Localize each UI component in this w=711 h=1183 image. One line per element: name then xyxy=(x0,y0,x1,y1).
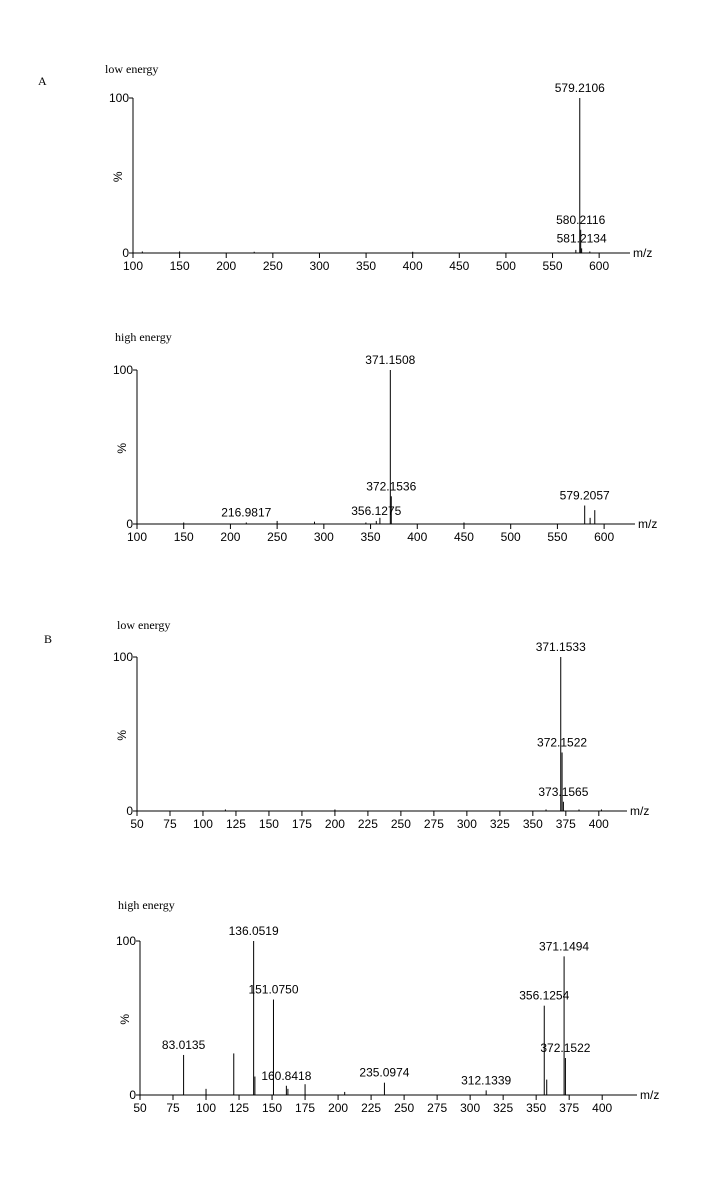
x-tick-label: 100 xyxy=(193,817,213,831)
x-tick-label: 250 xyxy=(263,259,283,273)
x-tick-label: 75 xyxy=(166,1101,180,1115)
y-tick-label: 100 xyxy=(113,650,133,664)
peak-label: 371.1494 xyxy=(539,939,589,953)
x-tick-label: 250 xyxy=(391,817,411,831)
peak-label: 580.2116 xyxy=(556,213,605,227)
y-tick-label: 0 xyxy=(126,804,133,818)
peak-label: 151.0750 xyxy=(248,983,298,997)
peak-label: 579.2106 xyxy=(555,81,605,95)
chart-title: low energy xyxy=(105,62,158,76)
peak-label: 372.1522 xyxy=(537,735,587,749)
x-tick-label: 100 xyxy=(123,259,143,273)
panel-letter: B xyxy=(44,632,52,646)
y-tick-label: 0 xyxy=(126,517,133,531)
x-tick-label: 125 xyxy=(226,817,246,831)
x-tick-label: 175 xyxy=(295,1101,315,1115)
chart-title: low energy xyxy=(117,618,170,632)
x-tick-label: 50 xyxy=(133,1101,147,1115)
x-axis-label: m/z xyxy=(638,517,657,531)
x-tick-label: 250 xyxy=(267,530,287,544)
x-tick-label: 250 xyxy=(394,1101,414,1115)
x-axis-label: m/z xyxy=(630,804,649,818)
peak-label: 579.2057 xyxy=(560,489,610,503)
x-tick-label: 150 xyxy=(259,817,279,831)
y-axis-label: % xyxy=(118,1014,132,1025)
peak-label: 312.1339 xyxy=(461,1073,511,1087)
panel-letter: A xyxy=(38,74,47,88)
peak-label: 235.0974 xyxy=(359,1066,409,1080)
peak-label: 136.0519 xyxy=(229,924,279,938)
x-tick-label: 350 xyxy=(523,817,543,831)
x-tick-label: 100 xyxy=(127,530,147,544)
x-tick-label: 375 xyxy=(556,817,576,831)
x-tick-label: 50 xyxy=(130,817,144,831)
peak-label: 83.0135 xyxy=(162,1038,206,1052)
chart-title: high energy xyxy=(118,898,175,912)
x-tick-label: 200 xyxy=(328,1101,348,1115)
x-axis-label: m/z xyxy=(633,246,652,260)
x-tick-label: 400 xyxy=(403,259,423,273)
peak-label: 372.1522 xyxy=(540,1041,590,1055)
x-tick-label: 275 xyxy=(424,817,444,831)
x-tick-label: 500 xyxy=(501,530,521,544)
chart-title: high energy xyxy=(115,330,172,344)
x-tick-label: 150 xyxy=(170,259,190,273)
x-tick-label: 175 xyxy=(292,817,312,831)
x-tick-label: 325 xyxy=(490,817,510,831)
x-tick-label: 325 xyxy=(493,1101,513,1115)
x-tick-label: 225 xyxy=(361,1101,381,1115)
x-tick-label: 200 xyxy=(216,259,236,273)
x-tick-label: 500 xyxy=(496,259,516,273)
y-axis-label: % xyxy=(111,171,125,182)
x-tick-label: 200 xyxy=(325,817,345,831)
x-tick-label: 600 xyxy=(594,530,614,544)
peak-label: 372.1536 xyxy=(366,479,416,493)
y-tick-label: 100 xyxy=(116,934,136,948)
peak-label: 216.9817 xyxy=(221,505,271,519)
x-tick-label: 550 xyxy=(543,259,563,273)
x-tick-label: 75 xyxy=(163,817,177,831)
x-tick-label: 350 xyxy=(356,259,376,273)
x-tick-label: 200 xyxy=(220,530,240,544)
peak-label: 371.1508 xyxy=(365,353,415,367)
y-tick-label: 0 xyxy=(129,1088,136,1102)
x-tick-label: 400 xyxy=(589,817,609,831)
x-tick-label: 300 xyxy=(309,259,329,273)
x-tick-label: 550 xyxy=(547,530,567,544)
x-tick-label: 375 xyxy=(559,1101,579,1115)
peak-label: 356.1254 xyxy=(519,989,569,1003)
y-tick-label: 0 xyxy=(122,246,129,260)
x-tick-label: 400 xyxy=(592,1101,612,1115)
peak-label: 373.1565 xyxy=(538,785,588,799)
x-tick-label: 600 xyxy=(589,259,609,273)
x-axis-label: m/z xyxy=(640,1088,659,1102)
peak-label: 371.1533 xyxy=(536,640,586,654)
x-tick-label: 300 xyxy=(460,1101,480,1115)
x-tick-label: 150 xyxy=(262,1101,282,1115)
x-tick-label: 125 xyxy=(229,1101,249,1115)
peak-label: 356.1275 xyxy=(351,504,401,518)
y-tick-label: 100 xyxy=(113,363,133,377)
x-tick-label: 350 xyxy=(361,530,381,544)
x-tick-label: 300 xyxy=(314,530,334,544)
x-tick-label: 275 xyxy=(427,1101,447,1115)
peak-label: 160.8418 xyxy=(261,1069,311,1083)
x-tick-label: 300 xyxy=(457,817,477,831)
x-tick-label: 100 xyxy=(196,1101,216,1115)
y-axis-label: % xyxy=(115,730,129,741)
x-tick-label: 450 xyxy=(449,259,469,273)
x-tick-label: 150 xyxy=(174,530,194,544)
y-axis-label: % xyxy=(115,443,129,454)
x-tick-label: 350 xyxy=(526,1101,546,1115)
peak-label: 581.2134 xyxy=(557,231,607,245)
x-tick-label: 225 xyxy=(358,817,378,831)
x-tick-label: 400 xyxy=(407,530,427,544)
y-tick-label: 100 xyxy=(109,91,129,105)
x-tick-label: 450 xyxy=(454,530,474,544)
